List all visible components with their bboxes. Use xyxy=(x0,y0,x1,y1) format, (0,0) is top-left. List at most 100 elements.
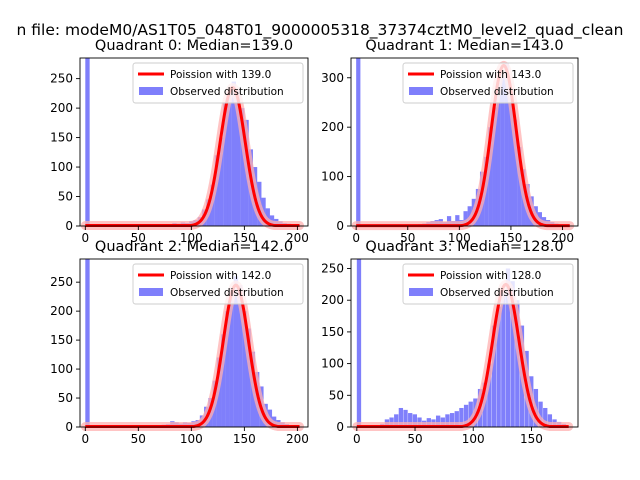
axes-frame xyxy=(79,258,309,428)
x-tick-label: 200 xyxy=(286,432,309,446)
subplot-0: 0 50 100 150 200 0 50 100 150 200 250 Quadrant 0: M… xyxy=(50,38,309,245)
x-tick-label: 0 xyxy=(352,231,360,245)
y-tick-label: 150 xyxy=(50,333,73,347)
y-tick-label: 250 xyxy=(50,275,73,289)
x-tick-label: 150 xyxy=(233,432,256,446)
histogram-bar xyxy=(508,97,514,226)
legend-line-label: Poission with 143.0 xyxy=(440,69,541,81)
histogram-bar xyxy=(238,285,243,427)
x-tick-label: 100 xyxy=(462,432,485,446)
subplot-title: Quadrant 1: Median=143.0 xyxy=(365,38,563,54)
x-tick-label: 50 xyxy=(400,231,415,245)
histogram-bar xyxy=(455,215,460,226)
histogram-bar xyxy=(513,119,518,226)
y-tick-label: 250 xyxy=(50,72,73,86)
histogram-bar xyxy=(510,281,515,427)
axes-frame xyxy=(350,57,579,227)
legend-box xyxy=(132,263,304,305)
histogram-bar xyxy=(240,108,245,226)
x-tick-label: 150 xyxy=(520,432,543,446)
histogram-bar xyxy=(218,137,224,226)
x-tick-label: 0 xyxy=(81,231,89,245)
histogram-bar xyxy=(435,415,441,427)
histogram-bar xyxy=(445,414,450,427)
histogram-bar xyxy=(356,58,361,226)
legend-bar-swatch xyxy=(409,288,433,296)
legend-bar-swatch xyxy=(139,87,163,95)
histogram-bar xyxy=(515,300,520,427)
histogram-bar xyxy=(487,363,492,427)
y-tick-label: 200 xyxy=(50,304,73,318)
histogram-bar xyxy=(505,268,511,427)
legend-line-label: Poission with 142.0 xyxy=(170,270,271,282)
subplot-2: 0 50 100 150 200 0 50 100 150 200 250 Quadrant 2: M… xyxy=(50,239,309,446)
legend-bar-swatch xyxy=(139,288,163,296)
y-tick-label: 50 xyxy=(58,190,73,204)
y-tick-label: 250 xyxy=(321,262,344,276)
legend-box xyxy=(132,62,304,104)
histogram-bar xyxy=(496,82,501,227)
y-tick-label: 200 xyxy=(50,101,73,115)
poisson-curve xyxy=(84,85,300,228)
histogram-bar xyxy=(504,62,509,226)
legend-box xyxy=(402,62,574,104)
axes-frame xyxy=(79,57,309,227)
y-tick-label: 0 xyxy=(336,420,344,434)
histogram-bar xyxy=(214,155,220,226)
x-tick-label: 0 xyxy=(353,432,361,446)
x-tick-label: 50 xyxy=(407,432,422,446)
histogram-bar xyxy=(463,404,469,427)
figure-suptitle: n file: modeM0/AS1T05_048T01_9000005318_… xyxy=(17,21,624,40)
histogram-bar xyxy=(463,211,468,226)
poisson-curve xyxy=(84,283,300,429)
histogram-bar xyxy=(242,311,247,427)
histogram-bar xyxy=(403,409,408,427)
y-tick-label: 50 xyxy=(58,391,73,405)
legend-line-label: Poission with 128.0 xyxy=(440,270,541,282)
histogram-bar xyxy=(221,334,226,427)
histogram-bar xyxy=(492,107,497,226)
histogram-bar xyxy=(538,401,543,427)
x-tick-label: 200 xyxy=(551,231,574,245)
histogram-bar xyxy=(446,216,452,226)
histogram-bar xyxy=(394,414,399,427)
histogram-bar xyxy=(408,413,413,427)
histogram-bar xyxy=(412,414,418,427)
histogram-bar xyxy=(231,81,236,226)
histogram-bar xyxy=(500,77,505,226)
histogram-bar xyxy=(229,287,234,427)
axes-frame xyxy=(350,258,579,428)
legend-bar-label: Observed distribution xyxy=(440,287,554,299)
legend-bar-label: Observed distribution xyxy=(170,86,284,98)
histogram-bar xyxy=(356,259,362,427)
histogram-bar xyxy=(225,311,230,427)
y-tick-label: 200 xyxy=(321,293,344,307)
y-tick-label: 100 xyxy=(50,160,73,174)
histogram-bar xyxy=(265,208,270,226)
histogram-bar xyxy=(246,328,251,427)
histogram-bar xyxy=(227,93,232,227)
histogram-bar xyxy=(85,58,90,226)
x-tick-label: 150 xyxy=(233,231,256,245)
subplot-grid: 0 50 100 150 200 0 50 100 150 200 250 Quadrant 0: M… xyxy=(50,38,579,446)
histogram-bar xyxy=(235,89,241,227)
poisson-curve xyxy=(356,282,570,428)
histogram-bar xyxy=(488,127,493,226)
x-tick-label: 100 xyxy=(448,231,471,245)
x-tick-label: 200 xyxy=(286,231,309,245)
y-tick-label: 150 xyxy=(50,131,73,145)
y-tick-label: 0 xyxy=(65,219,73,233)
histogram-bar xyxy=(459,407,464,427)
histogram-bar xyxy=(543,407,548,427)
subplot-3: 0 50 100 150 0 50 100 150 200 250 Quadrant 3: Medi… xyxy=(321,239,579,446)
y-tick-label: 0 xyxy=(336,219,344,233)
y-tick-label: 300 xyxy=(321,71,344,85)
histogram-bar xyxy=(547,414,553,427)
subplot-title: Quadrant 3: Median=128.0 xyxy=(365,239,563,255)
x-tick-label: 100 xyxy=(180,432,203,446)
subplot-1: 0 50 100 150 200 0 100 200 300 Quadrant 1: Median… xyxy=(321,38,579,245)
histogram-bar xyxy=(454,411,459,427)
subplot-title: Quadrant 2: Median=142.0 xyxy=(95,239,293,255)
y-tick-label: 100 xyxy=(321,357,344,371)
